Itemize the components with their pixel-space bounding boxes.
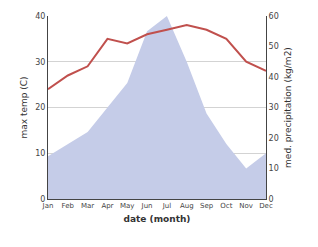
svg-text:Nov: Nov (239, 202, 253, 210)
svg-text:40: 40 (269, 73, 279, 82)
svg-text:Sep: Sep (200, 202, 214, 210)
svg-text:Oct: Oct (220, 202, 232, 210)
svg-text:10: 10 (35, 149, 45, 158)
svg-text:Jun: Jun (141, 202, 153, 210)
svg-text:10: 10 (269, 164, 279, 173)
svg-text:Apr: Apr (101, 202, 113, 210)
svg-text:date (month): date (month) (124, 214, 191, 224)
svg-text:30: 30 (35, 58, 45, 67)
svg-text:Aug: Aug (180, 202, 194, 210)
svg-text:max temp (C): max temp (C) (19, 76, 29, 138)
svg-text:Mar: Mar (81, 202, 94, 210)
svg-text:20: 20 (35, 103, 45, 112)
svg-text:20: 20 (269, 134, 279, 143)
svg-text:30: 30 (269, 103, 279, 112)
svg-text:50: 50 (269, 42, 279, 51)
svg-text:med. precipitation (kg/m2): med. precipitation (kg/m2) (283, 47, 293, 168)
svg-text:Feb: Feb (62, 202, 75, 210)
svg-text:40: 40 (35, 12, 45, 21)
svg-text:0: 0 (40, 195, 45, 204)
svg-text:Dec: Dec (259, 202, 273, 210)
svg-text:60: 60 (269, 12, 279, 21)
svg-text:May: May (120, 202, 134, 210)
svg-text:Jul: Jul (162, 202, 172, 210)
svg-text:Jan: Jan (42, 202, 54, 210)
svg-text:0: 0 (269, 195, 274, 204)
